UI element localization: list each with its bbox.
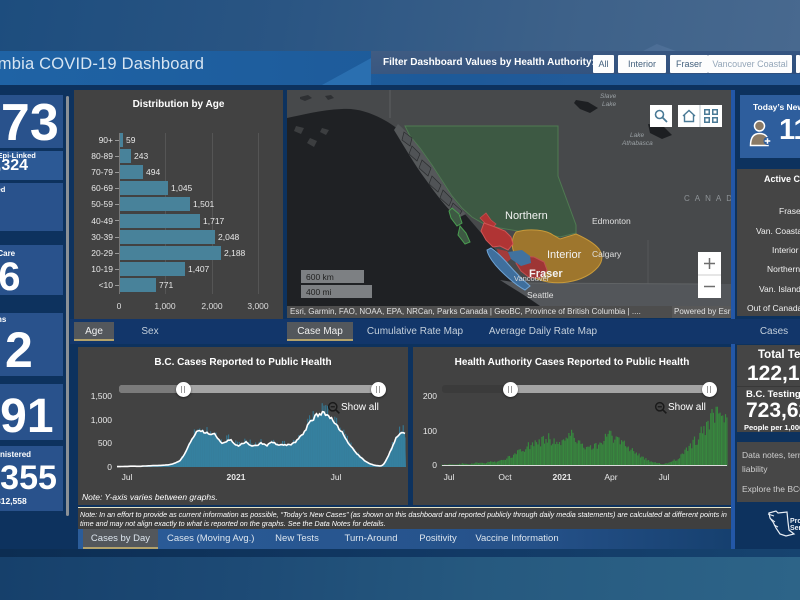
svg-text:Lake: Lake	[630, 132, 644, 139]
svg-text:Lake: Lake	[602, 101, 616, 108]
svg-text:Northern: Northern	[505, 210, 548, 222]
svg-text:Slave: Slave	[600, 93, 617, 100]
svg-text:Esri, Garmin, FAO, NOAA, EPA,: Esri, Garmin, FAO, NOAA, EPA, NRCan, Par…	[290, 307, 641, 316]
svg-text:400 mi: 400 mi	[306, 287, 332, 297]
svg-text:Seattle: Seattle	[527, 290, 554, 300]
svg-text:Fraser: Fraser	[529, 268, 563, 280]
svg-text:Interior: Interior	[547, 249, 582, 261]
svg-text:600 km: 600 km	[306, 272, 334, 282]
svg-text:Edmonton: Edmonton	[592, 216, 631, 226]
svg-text:Vancouver: Vancouver	[514, 274, 550, 283]
svg-text:Athabasca: Athabasca	[621, 140, 653, 147]
svg-text:CANAD: CANAD	[684, 194, 731, 203]
svg-text:Powered by Esri: Powered by Esri	[674, 307, 731, 316]
svg-text:Calgary: Calgary	[592, 249, 622, 259]
